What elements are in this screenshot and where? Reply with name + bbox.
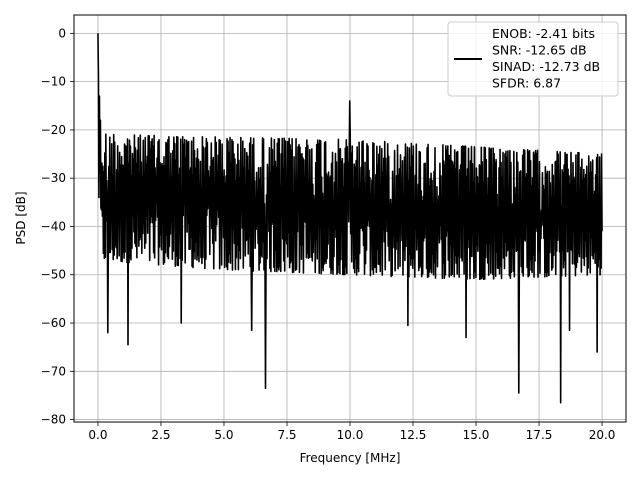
x-tick-label: 0.0: [88, 428, 107, 442]
y-tick-label: −50: [41, 268, 66, 282]
plot-area: [97, 33, 603, 404]
legend-text-line: SFDR: 6.87: [492, 76, 561, 91]
y-tick-label: 0: [58, 26, 66, 40]
legend-text-line: SINAD: -12.73 dB: [492, 59, 600, 74]
x-tick-label: 7.5: [277, 428, 296, 442]
psd-series-line: [97, 33, 603, 404]
x-tick-label: 2.5: [151, 428, 170, 442]
legend-text-line: SNR: -12.65 dB: [492, 43, 587, 58]
y-tick-label: −30: [41, 171, 66, 185]
y-tick-label: −40: [41, 219, 66, 233]
y-tick-label: −60: [41, 316, 66, 330]
legend-text-line: ENOB: -2.41 bits: [492, 26, 595, 41]
x-tick-label: 12.5: [400, 428, 427, 442]
y-tick-label: −70: [41, 364, 66, 378]
x-tick-label: 10.0: [337, 428, 364, 442]
x-axis-label: Frequency [MHz]: [300, 451, 401, 465]
x-tick-label: 20.0: [589, 428, 616, 442]
y-tick-label: −80: [41, 413, 66, 427]
ticks: 0.0 2.5 5.0 7.5 10.0 12.5 15.0 17.5 20.0 0 −10 −20 −…: [41, 26, 616, 442]
y-tick-label: −20: [41, 123, 66, 137]
legend-box: [447, 21, 619, 97]
x-tick-label: 15.0: [463, 428, 490, 442]
x-tick-label: 5.0: [214, 428, 233, 442]
x-tick-label: 17.5: [526, 428, 553, 442]
y-tick-label: −10: [41, 75, 66, 89]
y-axis-label: PSD [dB]: [14, 191, 28, 244]
